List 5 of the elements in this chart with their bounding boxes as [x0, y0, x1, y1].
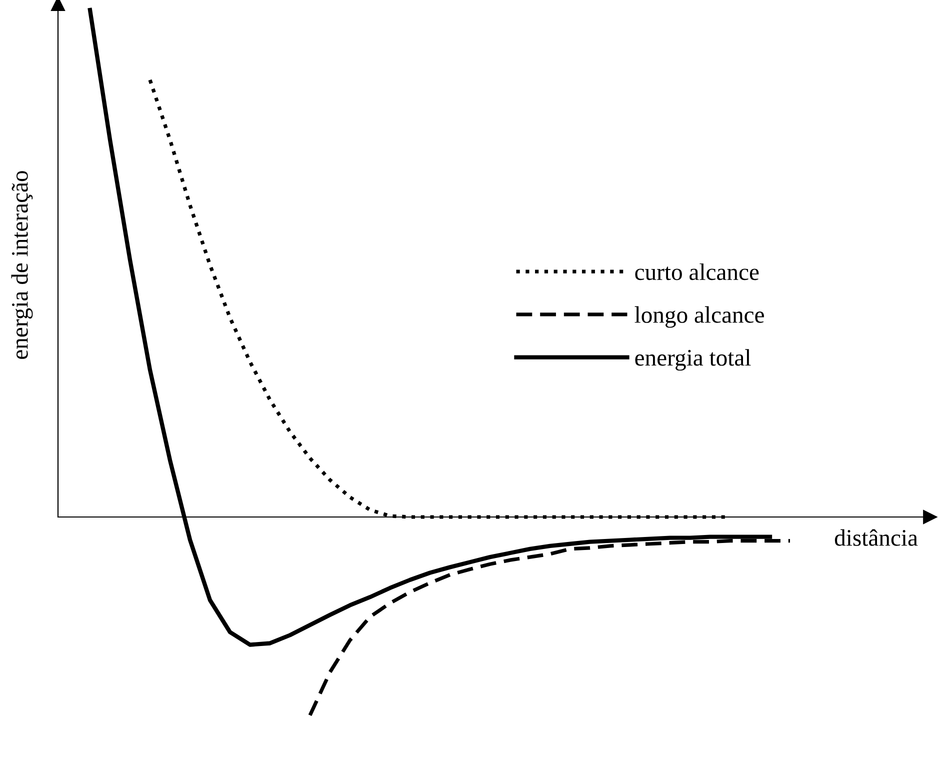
legend-label: energia total	[635, 349, 751, 371]
legend-label: longo alcance	[634, 306, 764, 328]
x-axis-title: distância	[834, 529, 918, 546]
legend-label: curto alcance	[635, 263, 759, 280]
y-axis-title: energia de interação	[11, 171, 33, 359]
